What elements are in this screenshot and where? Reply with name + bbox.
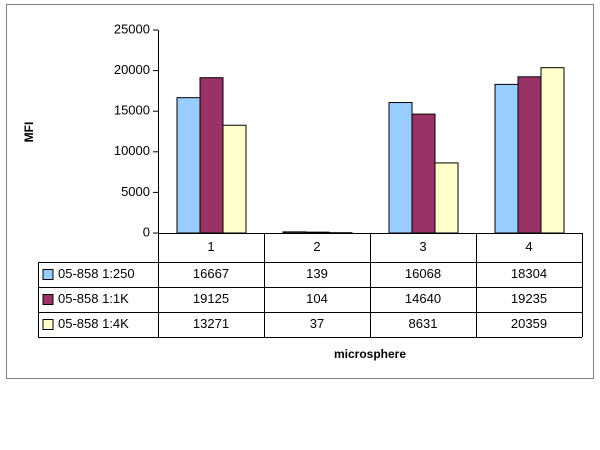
table-value: 18304 [511,266,547,281]
legend-label: 05-858 1:250 [58,266,135,281]
y-tick-label: 25000 [114,21,150,36]
x-tick-label: 2 [313,239,320,254]
y-axis-label: MFI [22,122,36,143]
y-tick-label: 5000 [121,184,150,199]
bar [282,231,307,234]
bar [199,77,224,234]
x-tick-label: 3 [419,239,426,254]
bar [494,83,519,234]
table-value: 13271 [193,316,229,331]
table-value: 16667 [193,266,229,281]
table-value: 14640 [405,291,441,306]
legend-label: 05-858 1:4K [58,316,129,331]
table-value: 104 [306,291,328,306]
bar [176,97,201,234]
table-value: 19235 [511,291,547,306]
legend-key [42,269,54,280]
bar [517,76,542,234]
table-value: 139 [306,266,328,281]
x-tick-label: 4 [525,239,532,254]
legend-key [42,294,54,305]
bar [540,67,565,234]
table-value: 19125 [193,291,229,306]
y-tick-label: 20000 [114,62,150,77]
bar [411,113,436,234]
y-tick-label: 10000 [114,143,150,158]
table-value: 8631 [409,316,438,331]
table-value: 16068 [405,266,441,281]
y-tick-label: 0 [143,224,150,239]
bar [388,102,413,234]
legend-key [42,319,54,330]
legend-label: 05-858 1:1K [58,291,129,306]
bar [305,231,330,234]
bar [222,124,247,234]
y-tick-label: 15000 [114,103,150,118]
table-value: 37 [310,316,324,331]
bar [434,162,459,234]
table-value: 20359 [511,316,547,331]
x-axis-label: microsphere [334,347,406,361]
x-tick-label: 1 [207,239,214,254]
